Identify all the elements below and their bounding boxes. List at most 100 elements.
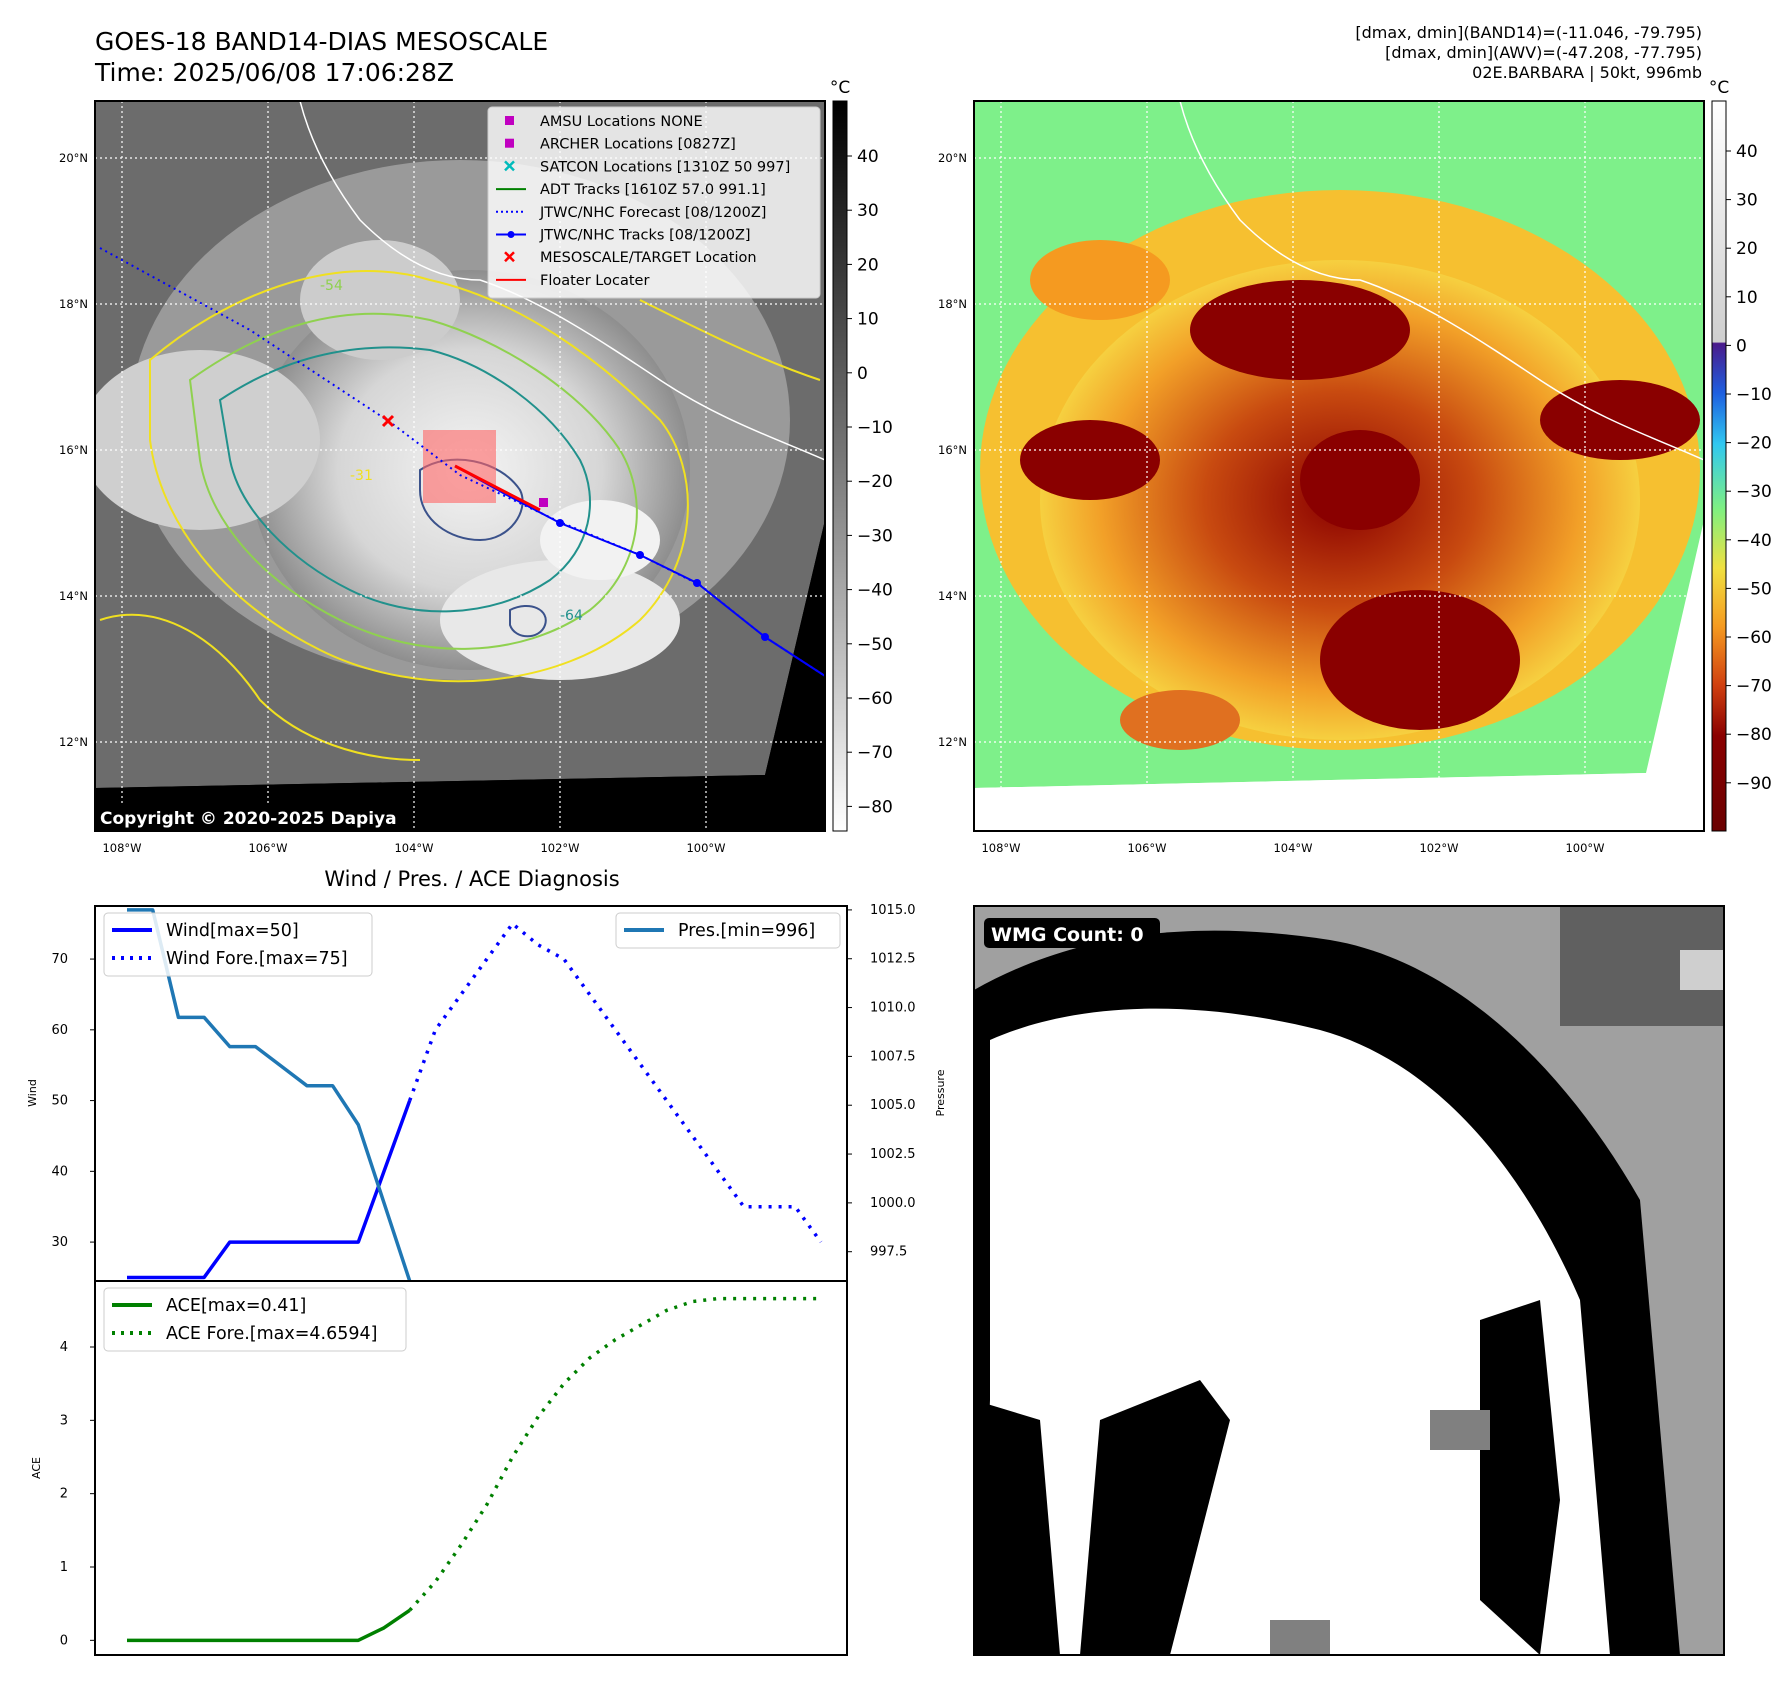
svg-text:104°W: 104°W <box>1273 841 1312 855</box>
legend-item: ADT Tracks [1610Z 57.0 991.1] <box>496 182 766 198</box>
svg-text:20°N: 20°N <box>59 151 88 165</box>
mesoscale-target-marker <box>381 414 395 428</box>
ace-legend: ACE[max=0.41] ACE Fore.[max=4.6594] <box>103 1287 407 1352</box>
legend-item-label: AMSU Locations NONE <box>540 114 703 130</box>
colorbar-tick-label: −10 <box>1736 385 1772 405</box>
colorbar-tick-label: −20 <box>1736 434 1772 454</box>
wind-series-line <box>127 1099 412 1280</box>
colorbar-tick-label: −70 <box>1736 677 1772 697</box>
legend-item: AMSU Locations NONE <box>505 114 703 130</box>
ace-forecast-series-line <box>408 1296 821 1612</box>
ace-tick-label: 1 <box>60 1560 68 1575</box>
legend-marker-square <box>505 116 514 125</box>
ace-tick-label: 4 <box>60 1340 68 1355</box>
svg-text:108°W: 108°W <box>981 841 1020 855</box>
pressure-tick-label: 1007.5 <box>870 1049 916 1064</box>
svg-text:18°N: 18°N <box>59 297 88 311</box>
colorbar-tick-label: 10 <box>857 310 879 330</box>
ace-tick-label: 3 <box>60 1413 68 1428</box>
pressure-series-line <box>127 908 412 1282</box>
colorbar-tick-label: −10 <box>857 418 893 438</box>
colorbar-tick-label: −70 <box>857 743 893 763</box>
legend-item-label: MESOSCALE/TARGET Location <box>540 250 757 266</box>
svg-text:104°W: 104°W <box>394 841 433 855</box>
pressure-tick-label: 1000.0 <box>870 1196 916 1211</box>
wind-tick-label: 30 <box>51 1235 68 1250</box>
ir-map-lat-labels: 20°N 18°N 16°N 14°N 12°N <box>59 151 88 749</box>
pressure-legend: Pres.[min=996] <box>615 912 841 949</box>
svg-text:102°W: 102°W <box>1419 841 1458 855</box>
legend-item-label: ARCHER Locations [0827Z] <box>540 137 736 153</box>
wind-legend: Wind[max=50] Wind Fore.[max=75] <box>103 912 373 977</box>
wind-tick-label: 50 <box>51 1094 68 1109</box>
figure-title: GOES-18 BAND14-DIAS MESOSCALE <box>95 27 548 56</box>
svg-text:106°W: 106°W <box>1127 841 1166 855</box>
legend-item: JTWC/NHC Forecast [08/1200Z] <box>496 205 766 221</box>
legend-pressure: Pres.[min=996] <box>678 921 815 941</box>
info-line-1: [dmax, dmin](BAND14)=(-11.046, -79.795) <box>1355 23 1702 42</box>
colorbar-tick-label: −60 <box>857 689 893 709</box>
track-point <box>761 633 769 641</box>
info-line-3: 02E.BARBARA | 50kt, 996mb <box>1472 63 1702 82</box>
wmg-panel: WMG Count: 0 <box>973 905 1725 1656</box>
svg-text:100°W: 100°W <box>686 841 725 855</box>
svg-text:16°N: 16°N <box>59 443 88 457</box>
contour-label-54: -54 <box>320 278 343 294</box>
pressure-tick-label: 997.5 <box>870 1245 907 1260</box>
colorbar-gray-unit: °C <box>830 78 850 98</box>
colorbar-tick-label: −20 <box>857 472 893 492</box>
colorbar-tick-label: −50 <box>857 635 893 655</box>
ir-map-legend: AMSU Locations NONE ARCHER Locations [082… <box>487 106 821 299</box>
legend-marker-x <box>504 251 515 263</box>
colorbar-tick-label: −40 <box>857 581 893 601</box>
legend-item: ARCHER Locations [0827Z] <box>505 137 736 153</box>
legend-marker-dot <box>507 231 515 238</box>
colorbar-color: °C 40 30 20 10 0 −10 −20 −30 −40 −50 −60 −70 −80 −90 <box>1709 78 1772 832</box>
contour-label-31: -31 <box>350 468 373 484</box>
figure-time: Time: 2025/06/08 17:06:28Z <box>94 58 454 87</box>
floater-box <box>423 430 496 503</box>
colorbar-tick-label: 30 <box>1736 191 1758 211</box>
legend-item-label: ADT Tracks [1610Z 57.0 991.1] <box>540 182 766 198</box>
svg-text:18°N: 18°N <box>938 297 967 311</box>
legend-item: SATCON Locations [1310Z 50 997] <box>504 159 790 175</box>
wmg-count-label: WMG Count: 0 <box>991 924 1144 946</box>
archer-location-marker <box>539 498 548 507</box>
colorbar-color-unit: °C <box>1709 78 1729 98</box>
wind-pressure-chart: 70 60 50 40 30 1015.0 1012.5 1010.0 1007.5 1005.… <box>26 903 947 1282</box>
svg-text:14°N: 14°N <box>59 589 88 603</box>
pressure-tick-label: 1005.0 <box>870 1098 916 1113</box>
color-map-gridlines <box>974 101 1704 831</box>
ace-axis-label: ACE <box>30 1457 43 1479</box>
ace-chart: 4 3 2 1 0 ACE ACE[max=0.41] ACE Fore.[max=4.… <box>30 1280 848 1656</box>
legend-item-label: JTWC/NHC Forecast [08/1200Z] <box>539 205 766 221</box>
colorbar-tick-label: −40 <box>1736 531 1772 551</box>
legend-marker-x <box>504 160 515 172</box>
svg-text:14°N: 14°N <box>938 589 967 603</box>
colorbar-tick-label: 0 <box>1736 336 1747 356</box>
svg-text:20°N: 20°N <box>938 151 967 165</box>
svg-text:12°N: 12°N <box>938 735 967 749</box>
wind-tick-label: 70 <box>51 952 68 967</box>
ace-tick-label: 2 <box>60 1487 68 1502</box>
contour-label-64: -64 <box>560 608 583 624</box>
svg-text:106°W: 106°W <box>248 841 287 855</box>
color-map-lon-labels: 108°W 106°W 104°W 102°W 100°W <box>981 841 1604 855</box>
legend-ace: ACE[max=0.41] <box>166 1296 306 1316</box>
svg-text:16°N: 16°N <box>938 443 967 457</box>
ir-map-lon-labels: 108°W 106°W 104°W 102°W 100°W <box>102 841 725 855</box>
track-point <box>636 551 644 559</box>
colorbar-tick-label: 30 <box>857 201 879 221</box>
pressure-tick-label: 1012.5 <box>870 952 916 967</box>
colorbar-tick-label: −30 <box>1736 482 1772 502</box>
colorbar-tick-label: 0 <box>857 364 868 384</box>
copyright-label: Copyright © 2020-2025 Dapiya <box>100 809 397 829</box>
legend-item-label: SATCON Locations [1310Z 50 997] <box>540 159 790 175</box>
ace-tick-label: 0 <box>60 1633 68 1648</box>
colorbar-tick-label: −80 <box>1736 725 1772 745</box>
legend-ace-fore: ACE Fore.[max=4.6594] <box>166 1324 377 1344</box>
svg-text:12°N: 12°N <box>59 735 88 749</box>
legend-item: Floater Locater <box>496 273 649 289</box>
colorbar-tick-label: −90 <box>1736 774 1772 794</box>
